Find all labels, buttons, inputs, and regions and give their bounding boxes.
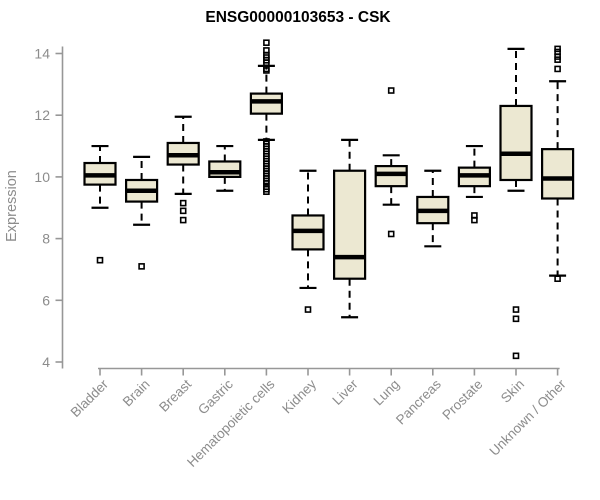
boxplot-bladder [83,144,117,264]
outlier-point [263,67,270,74]
outlier-point [554,275,561,283]
plot-area [83,39,575,360]
y-axis-tick-label: 6 [42,292,50,308]
outlier-point [512,352,520,360]
y-axis-tick-label: 14 [34,46,50,62]
x-axis-category-label-brain: Brain [120,377,153,410]
box-rect [208,160,242,179]
boxplot-hematopoietic-cells [249,39,283,196]
x-axis-category-label-unknown-other: Unknown / Other [486,376,569,459]
boxplot-skin [499,47,533,360]
outlier-point [263,59,270,67]
outlier-point [512,306,520,313]
boxplot-kidney [291,169,325,313]
outlier-point [263,188,270,196]
outlier-point [387,87,395,94]
x-axis-category-label-breast: Breast [156,376,194,414]
outlier-point [179,207,187,215]
outlier-point [512,315,520,323]
boxplot-liver [333,138,367,319]
outlier-point [263,180,270,187]
outlier-point [387,230,395,238]
boxplot-gastric [208,144,242,192]
outlier-point [554,56,561,63]
outlier-point [471,216,478,224]
x-axis-category-label-gastric: Gastric [195,376,236,417]
x-axis-category-label-skin: Skin [498,377,527,406]
y-axis-title: Expression [4,170,20,242]
outlier-point [179,216,187,224]
outlier-point [138,263,145,270]
outlier-point [179,199,187,207]
x-axis-category-label-bladder: Bladder [68,376,112,420]
outlier-point [304,306,312,313]
boxplot-brain [124,155,159,270]
y-axis-tick-label: 8 [42,231,50,247]
outlier-point [263,39,270,47]
x-axis-category-label-lung: Lung [370,377,402,409]
x-axis-category-label-pancreas: Pancreas [393,376,444,427]
box-rect [540,148,575,200]
x-axis-category-label-kidney: Kidney [279,376,319,416]
y-axis-tick-label: 10 [34,169,50,185]
chart-title: ENSG00000103653 - CSK [205,9,391,26]
boxplot-lung [374,87,408,238]
outlier-point [554,65,561,73]
x-axis-category-label-liver: Liver [329,376,361,408]
outlier-point [96,256,104,264]
box-rect [499,104,533,182]
box-rect [249,92,283,115]
boxplot-prostate [457,144,491,224]
boxplot-pancreas [416,169,450,248]
box-rect [374,165,408,188]
y-axis-tick-label: 12 [34,107,50,123]
x-axis-category-label-prostate: Prostate [439,377,485,423]
boxplot-unknown-other [540,45,575,283]
y-axis-tick-label: 4 [42,354,50,370]
box-rect [333,169,367,280]
boxplot-breast [166,115,200,224]
